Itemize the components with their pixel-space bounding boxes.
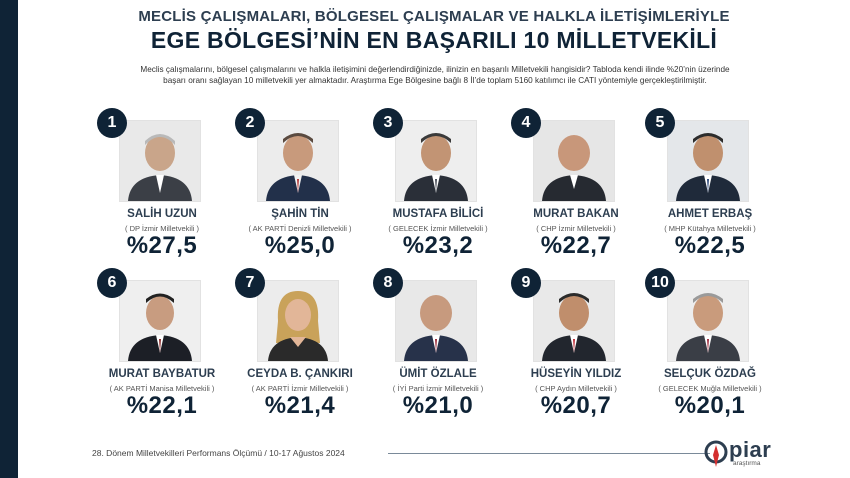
description-line-1: Meclis çalışmalarını, bölgesel çalışmala… [140, 65, 730, 74]
deputy-party: ( CHP Aydın Milletvekili ) [535, 384, 617, 393]
deputy-party: ( GELECEK Muğla Milletvekili ) [658, 384, 762, 393]
logo-wordmark: piar [729, 437, 772, 462]
deputy-party: ( AK PARTİ Manisa Milletvekili ) [109, 384, 215, 393]
deputy-photo [257, 280, 339, 362]
deputy-photo [533, 280, 615, 362]
brand-logo: piar araştırma [703, 437, 793, 469]
deputy-name: MURAT BAYBATUR [108, 368, 216, 380]
rank-badge: 9 [511, 268, 541, 298]
rank-badge: 6 [97, 268, 127, 298]
deputy-percent: %27,5 [126, 232, 198, 259]
deputy-name: SELÇUK ÖZDAĞ [664, 368, 756, 380]
deputy-party: ( MHP Kütahya Milletvekili ) [664, 224, 756, 233]
deputy-name: HÜSEYİN YILDIZ [530, 368, 622, 380]
deputy-card-9: 9 HÜSEYİN YILDIZ ( CHP Aydın Milletvekil… [511, 268, 641, 438]
left-accent-bar [0, 0, 18, 478]
deputy-photo [395, 120, 477, 202]
person-portrait-icon [396, 281, 476, 361]
deputy-percent: %23,2 [402, 232, 474, 259]
page-subtitle: MECLİS ÇALIŞMALARI, BÖLGESEL ÇALIŞMALAR … [138, 8, 730, 25]
deputy-party: ( AK PARTİ Denizli Milletvekili ) [248, 224, 352, 233]
person-portrait-icon [120, 121, 200, 201]
deputy-card-5: 5 AHMET ERBAŞ ( MHP Kütahya Milletvekili… [645, 108, 775, 278]
deputy-photo [119, 280, 201, 362]
deputy-name: AHMET ERBAŞ [667, 208, 753, 220]
person-portrait-icon [534, 121, 614, 201]
deputy-photo [395, 280, 477, 362]
deputy-photo [257, 120, 339, 202]
deputy-photo [119, 120, 201, 202]
person-portrait-icon [258, 121, 338, 201]
deputy-card-1: 1 SALİH UZUN ( DP İzmir Milletvekili ) %… [97, 108, 227, 278]
person-portrait-icon [120, 281, 200, 361]
deputy-photo [667, 120, 749, 202]
deputy-card-4: 4 MURAT BAKAN ( CHP İzmir Milletvekili )… [511, 108, 641, 278]
deputy-card-3: 3 MUSTAFA BİLİCİ ( GELECEK İzmir Milletv… [373, 108, 503, 278]
rank-badge: 8 [373, 268, 403, 298]
deputy-percent: %21,4 [264, 392, 336, 419]
deputy-photo [667, 280, 749, 362]
person-portrait-icon [258, 281, 338, 361]
deputy-name: CEYDA B. ÇANKIRI [247, 368, 353, 380]
description: Meclis çalışmalarını, bölgesel çalışmala… [70, 64, 800, 86]
deputy-percent: %20,7 [540, 392, 612, 419]
rank-badge: 3 [373, 108, 403, 138]
deputy-card-2: 2 ŞAHİN TİN ( AK PARTİ Denizli Milletvek… [235, 108, 365, 278]
deputy-card-10: 10 SELÇUK ÖZDAĞ ( GELECEK Muğla Milletve… [645, 268, 775, 438]
deputy-party: ( GELECEK İzmir Milletvekili ) [388, 224, 488, 233]
rank-badge: 10 [645, 268, 675, 298]
person-portrait-icon [668, 281, 748, 361]
page-title: EGE BÖLGESİ’NİN EN BAŞARILI 10 MİLLETVEK… [150, 27, 718, 53]
person-portrait-icon [396, 121, 476, 201]
deputy-name: MURAT BAKAN [533, 208, 619, 220]
deputy-party: ( AK PARTİ İzmir Milletvekili ) [251, 384, 349, 393]
person-portrait-icon [668, 121, 748, 201]
header: MECLİS ÇALIŞMALARI, BÖLGESEL ÇALIŞMALAR … [18, 8, 850, 54]
rank-badge: 1 [97, 108, 127, 138]
deputy-name: SALİH UZUN [127, 208, 197, 220]
rank-badge: 7 [235, 268, 265, 298]
footer-divider [388, 453, 710, 454]
deputy-percent: %25,0 [264, 232, 336, 259]
deputy-photo [533, 120, 615, 202]
rank-badge: 5 [645, 108, 675, 138]
deputy-name: MUSTAFA BİLİCİ [392, 208, 484, 220]
deputy-name: ÜMİT ÖZLALE [399, 368, 477, 380]
person-portrait-icon [534, 281, 614, 361]
deputy-party: ( CHP İzmir Milletvekili ) [536, 224, 616, 233]
deputy-percent: %20,1 [674, 392, 746, 419]
description-line-2: başarı oranı sağlayan 10 milletvekili ye… [163, 76, 707, 85]
rank-badge: 4 [511, 108, 541, 138]
deputy-card-8: 8 ÜMİT ÖZLALE ( İYİ Parti İzmir Milletve… [373, 268, 503, 438]
deputy-percent: %22,5 [674, 232, 746, 259]
deputy-percent: %22,7 [540, 232, 612, 259]
logo-tagline: araştırma [733, 460, 761, 467]
deputy-party: ( DP İzmir Milletvekili ) [124, 224, 200, 233]
deputy-name: ŞAHİN TİN [271, 208, 329, 220]
deputy-percent: %21,0 [402, 392, 474, 419]
footer-caption: 28. Dönem Milletvekilleri Performans Ölç… [92, 448, 345, 458]
logo-mark-icon [704, 440, 728, 467]
deputy-percent: %22,1 [126, 392, 198, 419]
rank-badge: 2 [235, 108, 265, 138]
deputy-party: ( İYİ Parti İzmir Milletvekili ) [392, 384, 484, 393]
deputy-card-6: 6 MURAT BAYBATUR ( AK PARTİ Manisa Mille… [97, 268, 227, 438]
deputy-card-7: 7 CEYDA B. ÇANKIRI ( AK PARTİ İzmir Mill… [235, 268, 365, 438]
